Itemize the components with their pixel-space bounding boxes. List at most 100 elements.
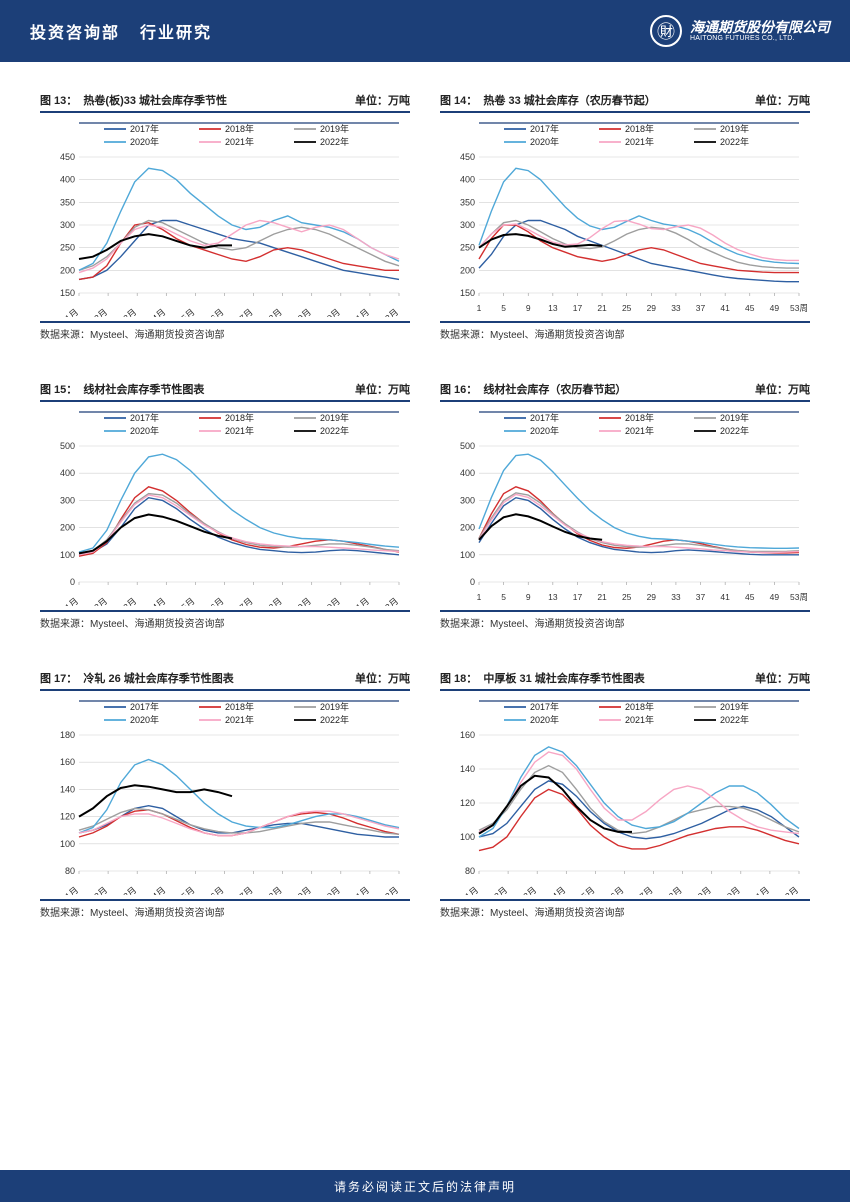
svg-text:9月: 9月 [296,596,313,606]
svg-text:2021年: 2021年 [225,714,254,725]
svg-text:45: 45 [745,592,755,602]
svg-text:5月: 5月 [179,596,196,606]
svg-text:2022年: 2022年 [720,425,749,436]
unit-label: 单位：万吨 [355,381,410,397]
svg-text:29: 29 [647,592,657,602]
svg-text:33: 33 [671,303,681,313]
svg-text:3月: 3月 [121,885,138,895]
svg-text:8月: 8月 [267,885,284,895]
header-left: 投资咨询部 行业研究 [30,19,212,43]
svg-text:2021年: 2021年 [225,425,254,436]
source-label: 数据来源：Mysteel、海通期货投资咨询部 [40,321,410,341]
svg-text:45: 45 [745,303,755,313]
svg-text:9月: 9月 [296,307,313,317]
svg-text:2017年: 2017年 [130,412,159,423]
svg-text:4月: 4月 [550,885,567,895]
svg-text:6月: 6月 [209,596,226,606]
svg-text:2022年: 2022年 [720,714,749,725]
svg-text:500: 500 [460,441,475,451]
svg-text:2019年: 2019年 [320,412,349,423]
svg-text:11月: 11月 [751,885,771,895]
svg-text:6月: 6月 [209,307,226,317]
svg-text:2020年: 2020年 [130,714,159,725]
svg-text:80: 80 [65,866,75,876]
svg-text:6月: 6月 [609,885,626,895]
line-chart: 801001201401601801月2月3月4月5月6月7月8月9月10月11… [40,695,410,895]
svg-text:5: 5 [501,303,506,313]
svg-text:2018年: 2018年 [625,123,654,134]
svg-text:10月: 10月 [321,885,342,895]
svg-text:2019年: 2019年 [320,123,349,134]
svg-text:2021年: 2021年 [625,425,654,436]
fig-label: 图 15： 线材社会库存季节性图表 [40,381,204,397]
unit-label: 单位：万吨 [755,670,810,686]
svg-text:2018年: 2018年 [225,123,254,134]
page-header: 投资咨询部 行业研究 ㊖ 海通期货股份有限公司 HAITONG FUTURES … [0,0,850,62]
svg-text:4月: 4月 [150,307,167,317]
svg-text:29: 29 [647,303,657,313]
logo-icon: ㊖ [650,15,682,47]
svg-text:12月: 12月 [379,596,400,606]
svg-text:250: 250 [460,243,475,253]
svg-text:200: 200 [460,265,475,275]
svg-text:10月: 10月 [721,885,742,895]
svg-text:1: 1 [477,592,482,602]
line-chart: 1502002503003504004501月2月3月4月5月6月7月8月9月1… [40,117,410,317]
unit-label: 单位：万吨 [355,670,410,686]
svg-text:11月: 11月 [351,596,371,606]
svg-text:1月: 1月 [63,307,80,317]
svg-text:2020年: 2020年 [530,136,559,147]
svg-text:13: 13 [548,303,558,313]
source-label: 数据来源：Mysteel、海通期货投资咨询部 [440,899,810,919]
svg-text:5月: 5月 [179,885,196,895]
panel-title-row: 图 15： 线材社会库存季节性图表 单位：万吨 [40,381,410,402]
svg-text:100: 100 [60,550,75,560]
svg-text:10月: 10月 [321,307,342,317]
svg-text:120: 120 [460,798,475,808]
svg-text:7月: 7月 [238,596,255,606]
svg-text:450: 450 [60,152,75,162]
svg-text:12月: 12月 [779,885,800,895]
content-area: 图 13： 热卷(板)33 城社会库存季节性 单位：万吨 15020025030… [0,62,850,919]
svg-text:2022年: 2022年 [720,136,749,147]
chart-panel: 图 14： 热卷 33 城社会库存（农历春节起） 单位：万吨 150200250… [440,92,810,341]
line-chart: 1502002503003504004501591317212529333741… [440,117,810,317]
chart-panel: 图 17： 冷轧 26 城社会库存季节性图表 单位：万吨 80100120140… [40,670,410,919]
company-name-cn: 海通期货股份有限公司 [690,20,830,35]
svg-text:2018年: 2018年 [225,701,254,712]
svg-text:11月: 11月 [351,307,371,317]
svg-text:41: 41 [720,303,730,313]
svg-text:150: 150 [60,288,75,298]
svg-text:160: 160 [60,757,75,767]
svg-text:200: 200 [60,523,75,533]
svg-text:21: 21 [597,592,607,602]
svg-text:2021年: 2021年 [625,136,654,147]
svg-text:2月: 2月 [92,885,109,895]
logo-text-block: 海通期货股份有限公司 HAITONG FUTURES CO., LTD. [690,20,830,42]
svg-text:300: 300 [460,220,475,230]
svg-text:250: 250 [60,243,75,253]
svg-text:2月: 2月 [92,307,109,317]
panel-title-row: 图 14： 热卷 33 城社会库存（农历春节起） 单位：万吨 [440,92,810,113]
unit-label: 单位：万吨 [755,92,810,108]
svg-text:9月: 9月 [696,885,713,895]
line-chart: 01002003004005001月2月3月4月5月6月7月8月9月10月11月… [40,406,410,606]
svg-text:140: 140 [460,764,475,774]
svg-text:5: 5 [501,592,506,602]
svg-text:41: 41 [720,592,730,602]
svg-text:8月: 8月 [667,885,684,895]
svg-text:350: 350 [60,197,75,207]
svg-text:2022年: 2022年 [320,714,349,725]
panel-title-row: 图 18： 中厚板 31 城社会库存季节性图表 单位：万吨 [440,670,810,691]
line-chart: 801001201401601月2月3月4月5月6月7月8月9月10月11月12… [440,695,810,895]
svg-text:21: 21 [597,303,607,313]
svg-text:13: 13 [548,592,558,602]
svg-text:400: 400 [460,175,475,185]
svg-text:0: 0 [470,577,475,587]
svg-text:3月: 3月 [521,885,538,895]
svg-text:2017年: 2017年 [530,123,559,134]
svg-text:2019年: 2019年 [720,123,749,134]
svg-text:1月: 1月 [63,885,80,895]
svg-text:9: 9 [526,303,531,313]
unit-label: 单位：万吨 [755,381,810,397]
